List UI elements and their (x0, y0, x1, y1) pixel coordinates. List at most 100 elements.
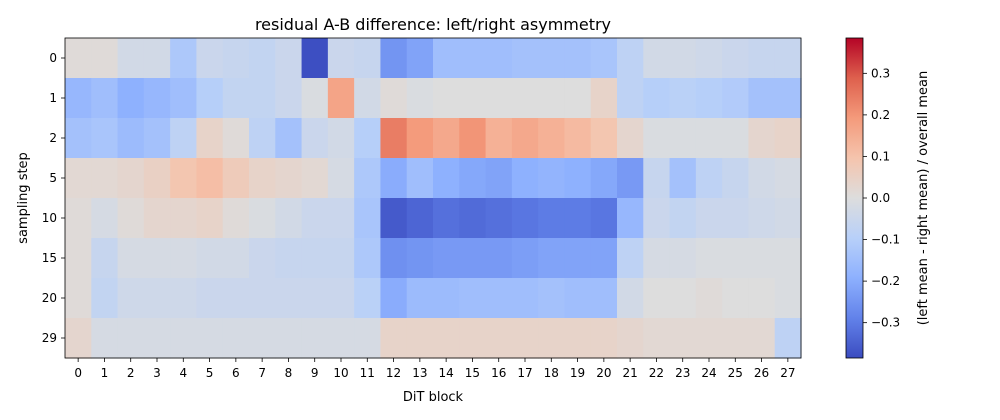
heatmap-cell (722, 318, 750, 359)
heatmap-cell (327, 158, 355, 199)
heatmap-cell (564, 318, 592, 359)
heatmap-cell (564, 278, 592, 319)
heatmap-cell (511, 278, 539, 319)
heatmap-cell (774, 318, 802, 359)
heatmap-cell (380, 198, 408, 239)
heatmap-cell (301, 38, 329, 79)
x-tick-label: 4 (179, 366, 187, 380)
heatmap-cell (91, 278, 119, 319)
heatmap-cell (354, 158, 382, 199)
x-axis-label: DiT block (403, 390, 464, 405)
y-tick-label: 1 (49, 91, 57, 105)
heatmap-cell (65, 158, 92, 199)
heatmap-cell (222, 278, 250, 319)
heatmap-cell (643, 38, 671, 79)
heatmap-cell (249, 78, 276, 119)
heatmap-cell (669, 118, 697, 159)
colorbar-tick-label: −0.1 (871, 233, 900, 247)
heatmap-cell (748, 118, 776, 159)
heatmap-cell (301, 158, 329, 199)
x-tick-label: 15 (465, 366, 480, 380)
heatmap-cell (748, 278, 776, 319)
heatmap-cell (170, 278, 198, 319)
heatmap-cell (380, 238, 408, 279)
y-tick-label: 5 (49, 171, 57, 185)
heatmap-cell (222, 118, 250, 159)
heatmap-cell (327, 278, 355, 319)
x-tick-label: 5 (206, 366, 214, 380)
heatmap-cell (433, 118, 460, 159)
heatmap-cell (380, 118, 408, 159)
heatmap-cell (117, 278, 145, 319)
heatmap-cell (406, 158, 434, 199)
heatmap-cell (433, 198, 460, 239)
heatmap-cell (196, 38, 224, 79)
heatmap-cell (669, 158, 697, 199)
y-axis-label: sampling step (16, 152, 31, 244)
x-tick-label: 3 (153, 366, 161, 380)
heatmap-cell (695, 278, 723, 319)
heatmap-cell (564, 78, 592, 119)
heatmap-cell (117, 318, 145, 359)
heatmap-cell (301, 198, 329, 239)
heatmap-cell (538, 238, 566, 279)
heatmap-cell (538, 118, 566, 159)
heatmap-cell (222, 198, 250, 239)
heatmap-cell (65, 278, 92, 319)
heatmap-cell (774, 118, 802, 159)
heatmap-cell (722, 278, 750, 319)
heatmap-cell (301, 318, 329, 359)
x-axis-ticks: 0 1 2 3 4 5 6 7 8 9 10 11 12 13 14 15 16 17 18 19 20 21 22 23 24… (74, 358, 795, 380)
heatmap-cell (748, 158, 776, 199)
x-tick-label: 1 (101, 366, 109, 380)
heatmap-cell (485, 238, 513, 279)
x-tick-label: 19 (570, 366, 585, 380)
colorbar-tick-label: 0.1 (871, 149, 890, 163)
heatmap-cell (170, 238, 198, 279)
heatmap-cell (590, 198, 618, 239)
heatmap-cells (65, 38, 802, 359)
heatmap-cell (695, 158, 723, 199)
y-tick-label: 29 (42, 331, 57, 345)
heatmap-cell (459, 318, 487, 359)
heatmap-cell (301, 118, 329, 159)
heatmap-cell (459, 158, 487, 199)
heatmap-cell (91, 238, 119, 279)
heatmap-cell (380, 158, 408, 199)
heatmap-cell (380, 78, 408, 119)
heatmap-cell (774, 238, 802, 279)
heatmap-cell (485, 78, 513, 119)
heatmap-cell (459, 38, 487, 79)
heatmap-cell (774, 158, 802, 199)
heatmap-cell (590, 118, 618, 159)
heatmap-cell (564, 158, 592, 199)
heatmap-cell (301, 278, 329, 319)
x-tick-label: 12 (386, 366, 401, 380)
heatmap-cell (117, 198, 145, 239)
x-tick-label: 0 (74, 366, 82, 380)
heatmap-cell (722, 118, 750, 159)
heatmap-cell (564, 118, 592, 159)
colorbar-ticks: 0.3 0.2 0.1 0.0 −0.1 −0.2 −0.3 (863, 66, 900, 330)
heatmap-cell (117, 118, 145, 159)
heatmap-cell (354, 238, 382, 279)
y-tick-label: 0 (49, 51, 57, 65)
heatmap-cell (275, 238, 303, 279)
heatmap-cell (748, 78, 776, 119)
heatmap-cell (722, 198, 750, 239)
x-tick-label: 8 (285, 366, 293, 380)
heatmap-cell (327, 238, 355, 279)
heatmap-cell (170, 318, 198, 359)
x-tick-label: 24 (701, 366, 716, 380)
heatmap-cell (222, 158, 250, 199)
heatmap-cell (433, 78, 460, 119)
heatmap-cell (669, 38, 697, 79)
heatmap-cell (433, 278, 460, 319)
heatmap-cell (538, 158, 566, 199)
heatmap-cell (65, 118, 92, 159)
heatmap-cell (143, 38, 171, 79)
heatmap-cell (538, 198, 566, 239)
heatmap-cell (143, 278, 171, 319)
heatmap-cell (485, 198, 513, 239)
